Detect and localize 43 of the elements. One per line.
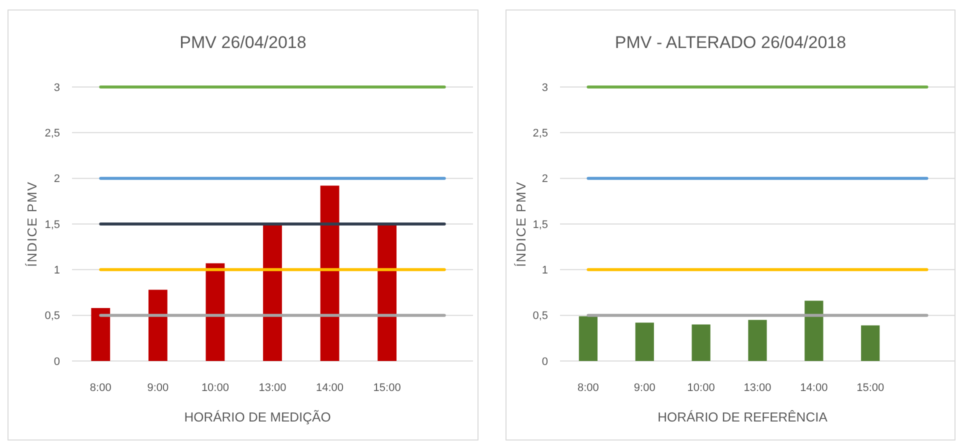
- bar: [91, 308, 110, 361]
- x-tick-label: 14:00: [800, 382, 828, 394]
- y-tick-label: 0: [542, 356, 548, 368]
- x-tick-label: 13:00: [744, 382, 772, 394]
- bar: [861, 325, 880, 361]
- x-tick-label: 15:00: [373, 382, 401, 394]
- x-tick-label: 10:00: [687, 382, 715, 394]
- bar: [635, 322, 654, 361]
- y-tick-label: 0: [54, 356, 60, 368]
- y-tick-label: 0,5: [532, 310, 548, 322]
- y-tick-label: 1,5: [532, 218, 548, 231]
- y-tick-label: 1: [54, 264, 60, 277]
- x-tick-label: 9:00: [147, 382, 169, 394]
- x-axis-title: HORÁRIO DE REFERÊNCIA: [658, 410, 828, 425]
- chart-title: PMV 26/04/2018: [180, 33, 306, 52]
- x-tick-label: 14:00: [316, 382, 344, 394]
- x-tick-label: 13:00: [258, 382, 286, 394]
- y-axis-title: ÍNDICE PMV: [24, 181, 40, 267]
- y-tick-label: 0,5: [44, 310, 60, 322]
- y-tick-label: 2: [54, 173, 60, 186]
- bar: [804, 300, 824, 361]
- bar: [206, 263, 225, 361]
- y-tick-label: 2,5: [532, 128, 548, 140]
- y-tick-label: 3: [54, 82, 60, 94]
- x-tick-label: 10:00: [201, 382, 229, 394]
- y-axis-title: ÍNDICE PMV: [514, 181, 529, 267]
- bar: [148, 290, 168, 361]
- bar: [578, 316, 598, 361]
- x-axis-title: HORÁRIO DE MEDIÇÃO: [184, 410, 331, 425]
- y-tick-label: 1: [542, 264, 548, 277]
- x-tick-label: 9:00: [634, 382, 656, 394]
- y-tick-label: 3: [542, 82, 548, 94]
- x-tick-label: 15:00: [856, 382, 884, 394]
- y-tick-label: 2: [542, 173, 548, 186]
- y-tick-label: 2,5: [44, 128, 60, 140]
- x-tick-label: 8:00: [90, 382, 112, 394]
- chart-title: PMV - ALTERADO 26/04/2018: [614, 33, 846, 52]
- bar: [320, 186, 340, 361]
- x-tick-label: 8:00: [578, 382, 599, 394]
- bar: [748, 320, 767, 361]
- y-tick-label: 1,5: [44, 218, 60, 231]
- bar: [692, 324, 710, 361]
- bar: [378, 224, 397, 361]
